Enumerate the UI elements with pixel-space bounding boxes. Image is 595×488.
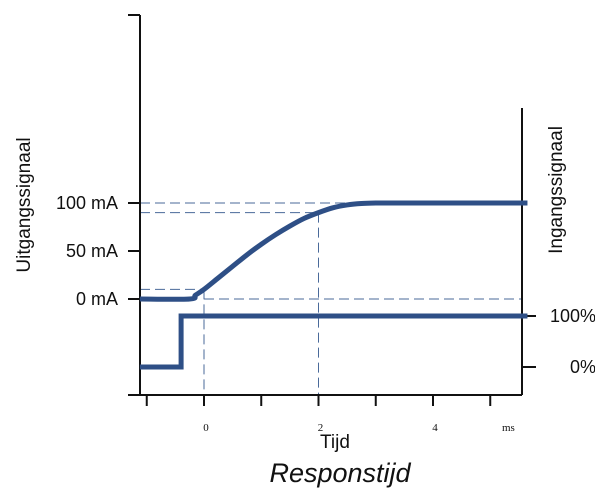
y-left-tick-label: 100 mA (56, 193, 118, 213)
x-axis-title: Tijd (320, 432, 350, 453)
y-left-tick-label: 0 mA (76, 289, 118, 309)
x-tick-label: 4 (432, 422, 438, 434)
chart-title: Responstijd (269, 458, 411, 488)
y-right-tick-label: 100% (550, 306, 595, 326)
tick-labels: 0 mA 50 mA 100 mA 0% 100% 0 2 4 (56, 193, 595, 434)
input-signal-line (139, 313, 528, 370)
y-left-tick-label: 50 mA (66, 241, 118, 261)
y-axis-right-title: Ingangssignaal (546, 126, 567, 254)
y-axis-left-title: Uitgangssignaal (14, 137, 35, 272)
x-tick-label: 0 (203, 422, 209, 434)
x-unit-label: ms (502, 422, 515, 434)
reference-lines (140, 202, 522, 395)
series (139, 200, 528, 370)
axes (128, 14, 536, 406)
x-tick-label: 2 (318, 422, 324, 434)
y-right-tick-label: 0% (570, 357, 595, 377)
output-signal-line (139, 200, 528, 302)
